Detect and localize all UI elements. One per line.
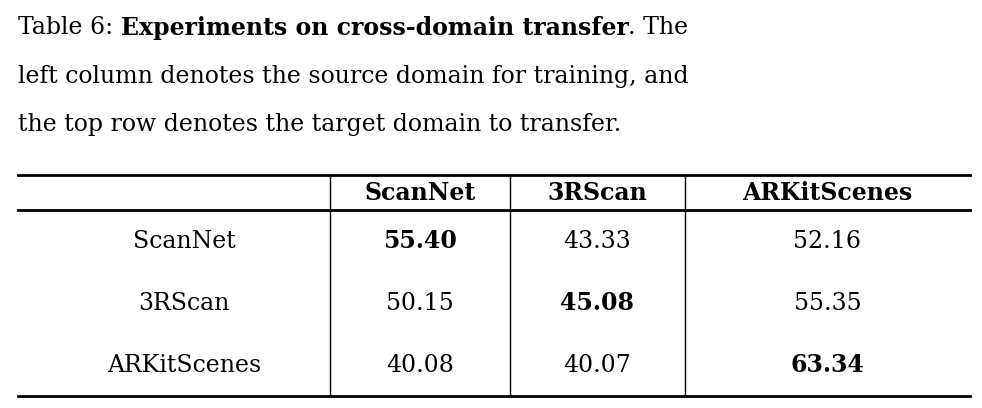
Text: Experiments on cross-domain transfer: Experiments on cross-domain transfer [121, 16, 628, 40]
Text: 3RScan: 3RScan [548, 180, 647, 204]
Text: ScanNet: ScanNet [133, 229, 236, 253]
Text: 43.33: 43.33 [564, 229, 631, 253]
Text: left column denotes the source domain for training, and: left column denotes the source domain fo… [18, 64, 688, 87]
Text: 40.07: 40.07 [564, 353, 631, 377]
Text: 40.08: 40.08 [386, 353, 454, 377]
Text: . The: . The [628, 16, 688, 40]
Text: 52.16: 52.16 [793, 229, 861, 253]
Text: 45.08: 45.08 [561, 291, 634, 315]
Text: ARKitScenes: ARKitScenes [742, 180, 912, 204]
Text: ScanNet: ScanNet [364, 180, 475, 204]
Text: 55.40: 55.40 [383, 229, 457, 253]
Text: 63.34: 63.34 [791, 353, 864, 377]
Text: ARKitScenes: ARKitScenes [107, 353, 261, 377]
Text: Table 6:: Table 6: [18, 16, 121, 40]
Text: 50.15: 50.15 [386, 291, 454, 315]
Text: the top row denotes the target domain to transfer.: the top row denotes the target domain to… [18, 113, 622, 135]
Text: 3RScan: 3RScan [138, 291, 230, 315]
Text: 55.35: 55.35 [793, 291, 861, 315]
